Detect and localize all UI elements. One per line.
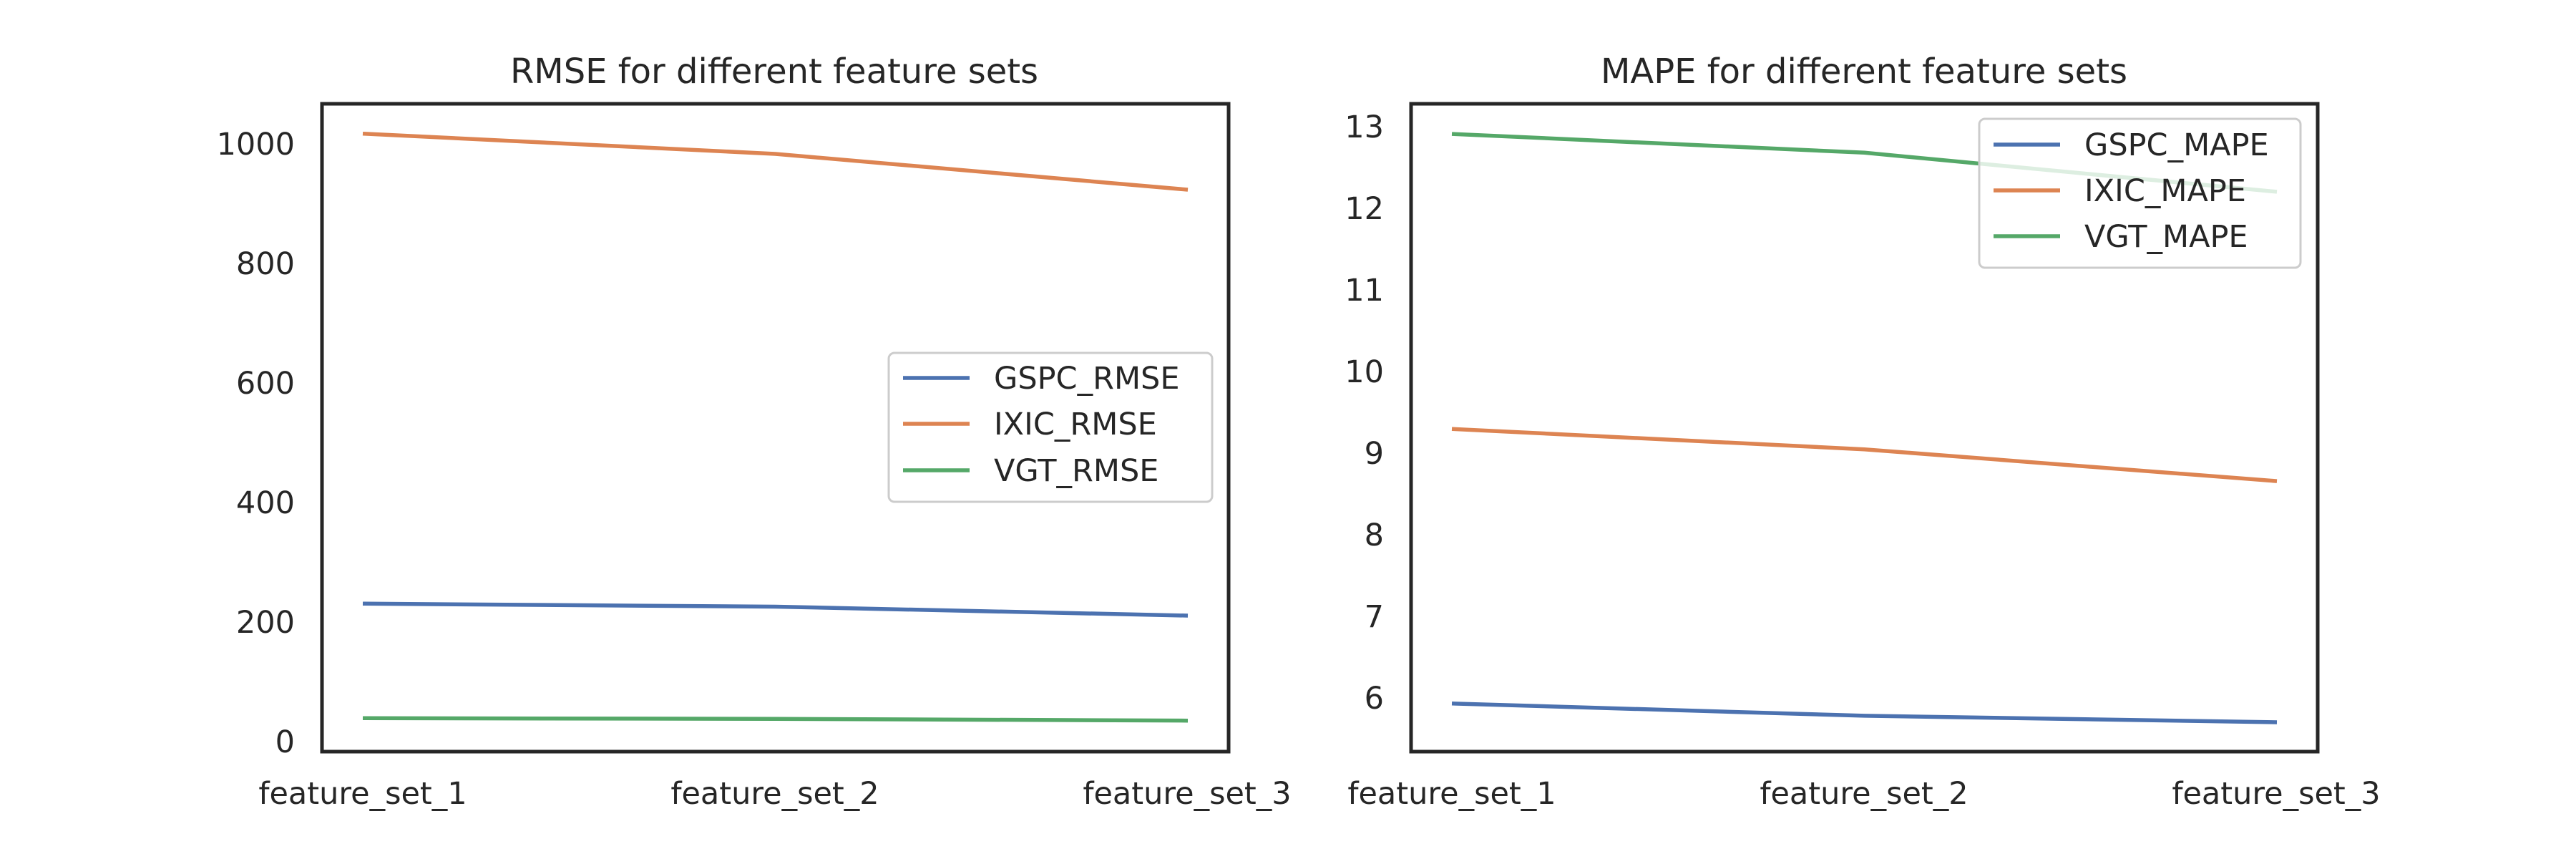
rmse-y-tick-label: 400 bbox=[236, 485, 295, 521]
rmse-series-lines bbox=[362, 131, 1189, 723]
rmse-y-tick-label: 0 bbox=[275, 724, 295, 760]
mape-y-tick-label: 11 bbox=[1345, 273, 1384, 309]
rmse-y-tick-labels: 0 200 400 600 800 1000 bbox=[217, 127, 295, 760]
mape-x-tick-label: feature_set_2 bbox=[1760, 776, 1968, 812]
mape-y-tick-label: 10 bbox=[1345, 354, 1384, 390]
rmse-y-tick-label: 1000 bbox=[217, 127, 295, 162]
rmse-chart: RMSE for different feature sets feature_… bbox=[217, 52, 1292, 812]
rmse-series-line-vgt bbox=[362, 716, 1189, 723]
rmse-x-tick-labels: feature_set_1 feature_set_2 feature_set_… bbox=[258, 776, 1291, 812]
rmse-series-line-ixic bbox=[362, 131, 1189, 192]
rmse-x-tick-label: feature_set_3 bbox=[1083, 776, 1291, 812]
mape-series-line-ixic bbox=[1451, 427, 2278, 483]
mape-y-tick-labels: 6 7 8 9 10 11 12 13 bbox=[1345, 110, 1384, 717]
rmse-plot-frame bbox=[320, 102, 1231, 754]
rmse-y-tick-label: 200 bbox=[236, 605, 295, 641]
rmse-y-tick-label: 800 bbox=[236, 246, 295, 282]
mape-legend: GSPC_MAPE IXIC_MAPE VGT_MAPE bbox=[1978, 117, 2302, 269]
mape-y-tick-label: 6 bbox=[1365, 681, 1384, 717]
rmse-legend: GSPC_RMSE IXIC_RMSE VGT_RMSE bbox=[887, 351, 1214, 503]
mape-y-tick-label: 9 bbox=[1365, 436, 1384, 472]
rmse-x-tick-label: feature_set_2 bbox=[670, 776, 879, 812]
mape-x-tick-label: feature_set_3 bbox=[2172, 776, 2380, 812]
rmse-x-tick-label: feature_set_1 bbox=[258, 776, 467, 812]
mape-legend-label-gspc: GSPC_MAPE bbox=[2084, 127, 2269, 163]
rmse-chart-title: RMSE for different feature sets bbox=[510, 52, 1038, 92]
mape-plot-frame bbox=[1409, 102, 2320, 754]
rmse-legend-label-gspc: GSPC_RMSE bbox=[994, 361, 1180, 397]
mape-legend-box bbox=[1978, 117, 2302, 269]
mape-legend-label-ixic: IXIC_MAPE bbox=[2084, 173, 2246, 209]
mape-y-tick-label: 8 bbox=[1365, 518, 1384, 553]
mape-x-tick-label: feature_set_1 bbox=[1347, 776, 1556, 812]
mape-y-tick-label: 7 bbox=[1365, 599, 1384, 635]
mape-chart-title: MAPE for different feature sets bbox=[1601, 52, 2127, 92]
rmse-series-line-gspc bbox=[362, 601, 1189, 618]
mape-x-tick-labels: feature_set_1 feature_set_2 feature_set_… bbox=[1347, 776, 2380, 812]
rmse-legend-label-vgt: VGT_RMSE bbox=[994, 453, 1158, 489]
mape-y-tick-label: 13 bbox=[1345, 110, 1384, 145]
mape-y-tick-label: 12 bbox=[1345, 191, 1384, 227]
mape-legend-label-vgt: VGT_MAPE bbox=[2084, 219, 2248, 255]
rmse-legend-label-ixic: IXIC_RMSE bbox=[994, 407, 1157, 442]
mape-chart: MAPE for different feature sets feature_… bbox=[1345, 52, 2380, 812]
mape-series-line-gspc bbox=[1451, 702, 2278, 724]
rmse-y-tick-label: 600 bbox=[236, 366, 295, 402]
rmse-legend-box bbox=[887, 351, 1214, 503]
